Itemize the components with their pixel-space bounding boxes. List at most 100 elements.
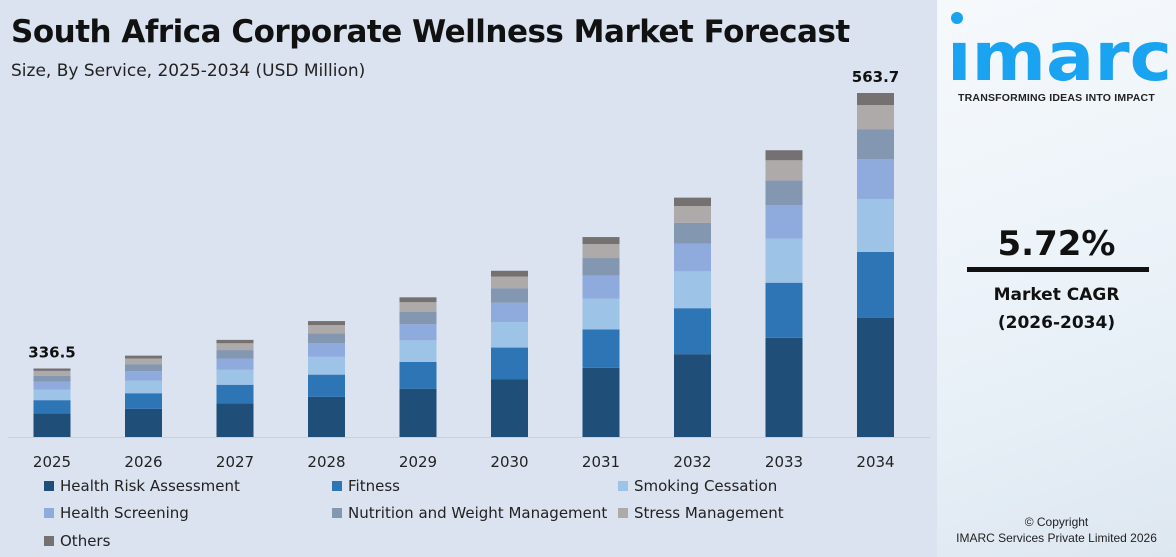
legend-label: Stress Management bbox=[634, 504, 784, 522]
bar-segment-others-2033 bbox=[765, 150, 803, 161]
legend-item: Stress Management bbox=[618, 504, 784, 522]
chart-subtitle: Size, By Service, 2025-2034 (USD Million… bbox=[11, 61, 366, 81]
legend-label: Fitness bbox=[348, 477, 400, 495]
bar-segment-health-screening-2032 bbox=[674, 243, 711, 272]
bar-segment-health-screening-2028 bbox=[308, 343, 345, 357]
x-tick-label: 2034 bbox=[856, 453, 894, 470]
legend-swatch bbox=[44, 536, 54, 546]
copyright: © Copyright bbox=[1024, 515, 1089, 529]
legend-swatch bbox=[332, 481, 342, 491]
bar-segment-health-screening-2031 bbox=[582, 275, 620, 299]
bar-segment-stress-management-2026 bbox=[125, 358, 162, 365]
stacked-bar-chart: 2025 336.5 2026 2027 2028 2029 2030 2031 2032 203… bbox=[8, 68, 930, 470]
bar-segment-health-screening-2034 bbox=[857, 159, 894, 199]
bar-segment-health-screening-2026 bbox=[125, 371, 162, 381]
bar-segment-smoking-cessation-2026 bbox=[125, 380, 162, 394]
bar-segment-health-risk-assessment-2025 bbox=[33, 413, 71, 437]
bar-segment-health-risk-assessment-2028 bbox=[308, 396, 345, 437]
company-name: IMARC Services Private Limited 2026 bbox=[956, 531, 1157, 545]
bar-segment-smoking-cessation-2029 bbox=[399, 340, 437, 362]
bar-segment-fitness-2034 bbox=[857, 251, 894, 318]
x-tick-label: 2025 bbox=[33, 453, 71, 470]
bar-segment-health-risk-assessment-2032 bbox=[674, 354, 711, 437]
bar-segment-smoking-cessation-2028 bbox=[308, 356, 345, 375]
bar-segment-others-2034 bbox=[857, 93, 894, 106]
bar-segment-smoking-cessation-2025 bbox=[33, 389, 71, 401]
legend-swatch bbox=[618, 481, 628, 491]
bar-segment-smoking-cessation-2027 bbox=[216, 369, 254, 385]
x-tick-label: 2028 bbox=[307, 453, 345, 470]
bar-segment-health-risk-assessment-2026 bbox=[125, 408, 162, 437]
bar-segment-others-2027 bbox=[216, 339, 254, 344]
cagr-value: 5.72% bbox=[997, 224, 1116, 264]
legend-swatch bbox=[332, 508, 342, 518]
legend-swatch bbox=[44, 481, 54, 491]
bar-segment-nutrition-and-weight-management-2032 bbox=[674, 222, 711, 244]
imarc-logo: ımarc bbox=[947, 12, 1172, 83]
x-tick-label: 2033 bbox=[765, 453, 803, 470]
bar-segment-fitness-2026 bbox=[125, 393, 162, 409]
bar-segment-smoking-cessation-2032 bbox=[674, 271, 711, 309]
bar-segment-fitness-2033 bbox=[765, 282, 803, 338]
legend-label: Smoking Cessation bbox=[634, 477, 778, 495]
bar-segment-fitness-2027 bbox=[216, 384, 254, 404]
x-tick-label: 2032 bbox=[673, 453, 711, 470]
x-tick-label: 2027 bbox=[216, 453, 254, 470]
bar-segment-nutrition-and-weight-management-2027 bbox=[216, 350, 254, 359]
legend-label: Nutrition and Weight Management bbox=[348, 504, 608, 522]
chart-title: South Africa Corporate Wellness Market F… bbox=[11, 14, 850, 50]
chart-panel: South Africa Corporate Wellness Market F… bbox=[8, 14, 930, 550]
legend-item: Smoking Cessation bbox=[618, 477, 777, 495]
bar-segment-fitness-2028 bbox=[308, 374, 345, 397]
bar-segment-fitness-2032 bbox=[674, 308, 711, 355]
bar-segment-stress-management-2030 bbox=[491, 276, 528, 289]
bar-segment-health-screening-2033 bbox=[765, 205, 803, 239]
bar-segment-health-risk-assessment-2033 bbox=[765, 337, 803, 437]
bar-segment-fitness-2025 bbox=[33, 400, 71, 414]
bar-segment-stress-management-2027 bbox=[216, 343, 254, 351]
bar-segment-health-risk-assessment-2031 bbox=[582, 367, 620, 437]
svg-text:ımarc: ımarc bbox=[947, 18, 1172, 83]
bar-segment-nutrition-and-weight-management-2033 bbox=[765, 180, 803, 206]
legend-item: Fitness bbox=[332, 477, 400, 495]
bar-segment-others-2028 bbox=[308, 321, 345, 326]
bar-segment-stress-management-2028 bbox=[308, 325, 345, 334]
bar-segment-nutrition-and-weight-management-2025 bbox=[33, 375, 71, 382]
bar-segment-health-risk-assessment-2034 bbox=[857, 317, 894, 437]
total-label-2025: 336.5 bbox=[28, 343, 75, 361]
x-tick-label: 2029 bbox=[399, 453, 437, 470]
bar-segment-nutrition-and-weight-management-2030 bbox=[491, 288, 528, 303]
bar-segment-stress-management-2025 bbox=[33, 370, 71, 376]
bar-segment-others-2032 bbox=[674, 197, 711, 207]
bar-segment-smoking-cessation-2031 bbox=[582, 298, 620, 330]
bar-segment-smoking-cessation-2030 bbox=[491, 321, 528, 348]
bar-segment-nutrition-and-weight-management-2029 bbox=[399, 311, 437, 325]
legend-item: Health Screening bbox=[44, 504, 189, 522]
bar-segment-nutrition-and-weight-management-2026 bbox=[125, 364, 162, 372]
bar-segment-smoking-cessation-2033 bbox=[765, 238, 803, 283]
divider bbox=[967, 267, 1149, 272]
bar-segment-others-2029 bbox=[399, 297, 437, 303]
bar-segment-health-risk-assessment-2027 bbox=[216, 403, 254, 437]
bar-segment-stress-management-2034 bbox=[857, 105, 894, 130]
bar-segment-fitness-2029 bbox=[399, 361, 437, 389]
tagline: TRANSFORMING IDEAS INTO IMPACT bbox=[958, 92, 1155, 104]
x-tick-label: 2031 bbox=[582, 453, 620, 470]
bar-segment-fitness-2031 bbox=[582, 329, 620, 368]
bar-segment-others-2031 bbox=[582, 237, 620, 245]
bar-segment-stress-management-2029 bbox=[399, 302, 437, 312]
bar-segment-nutrition-and-weight-management-2034 bbox=[857, 129, 894, 160]
bar-segment-health-screening-2029 bbox=[399, 324, 437, 341]
bar-segment-smoking-cessation-2034 bbox=[857, 198, 894, 252]
brand-panel: ımarc TRANSFORMING IDEAS INTO IMPACT 5.7… bbox=[937, 0, 1176, 557]
legend-label: Health Screening bbox=[60, 504, 189, 522]
x-tick-label: 2026 bbox=[124, 453, 162, 470]
bar-segment-health-screening-2030 bbox=[491, 302, 528, 322]
x-tick-label: 2030 bbox=[490, 453, 528, 470]
legend-item: Others bbox=[44, 532, 110, 550]
bar-segment-stress-management-2031 bbox=[582, 244, 620, 259]
bar-segment-others-2026 bbox=[125, 355, 162, 359]
legend-item: Health Risk Assessment bbox=[44, 477, 240, 495]
cagr-label: Market CAGR bbox=[993, 285, 1120, 305]
cagr-period: (2026-2034) bbox=[997, 313, 1116, 333]
